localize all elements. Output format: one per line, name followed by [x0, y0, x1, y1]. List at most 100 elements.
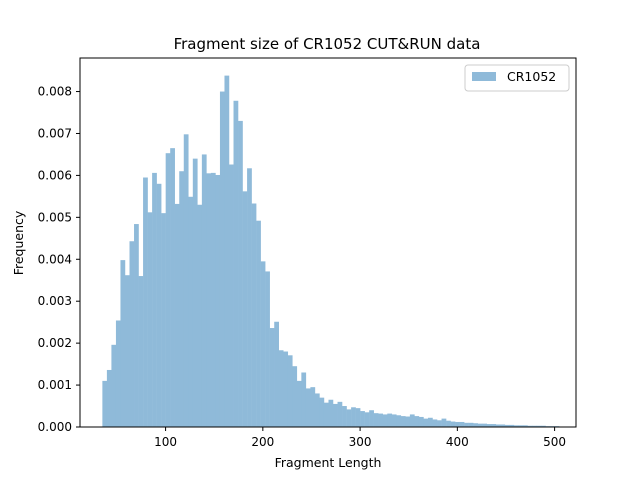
histogram-bar	[170, 148, 175, 427]
histogram-bar	[247, 168, 252, 427]
histogram-bar	[238, 120, 243, 428]
histogram-bar	[468, 422, 474, 427]
histogram-bar	[305, 388, 311, 427]
histogram-bar	[509, 424, 515, 427]
histogram-bar	[391, 414, 397, 427]
histogram-bar	[477, 423, 483, 427]
histogram-bar	[314, 393, 320, 427]
histogram-bar	[414, 416, 420, 427]
histogram-bar	[156, 183, 162, 427]
histogram-bar	[192, 158, 198, 427]
plot-area-frame	[79, 57, 577, 428]
histogram-bar	[183, 134, 189, 427]
histogram-bar	[432, 419, 438, 427]
histogram-bar	[504, 424, 510, 427]
histogram-bar	[323, 402, 329, 427]
histogram-bar	[446, 420, 451, 427]
histogram-bar	[409, 414, 415, 427]
legend: CR1052	[464, 64, 570, 92]
histogram-bar	[382, 414, 388, 427]
x-axis-ticks: 100 200 300 400 500	[154, 427, 566, 449]
y-tick-label: 0.003	[38, 294, 72, 308]
histogram-bar	[274, 321, 279, 427]
histogram-bar	[518, 425, 524, 427]
histogram-bar	[333, 403, 338, 427]
histogram-bar	[441, 418, 447, 427]
histogram-bar	[437, 420, 442, 427]
y-tick-label: 0.005	[38, 210, 72, 224]
x-tick-label: 500	[543, 435, 566, 449]
histogram-bar	[360, 411, 365, 427]
histogram-bar	[124, 275, 130, 427]
histogram-bar	[527, 425, 533, 427]
y-tick-label: 0.004	[38, 252, 72, 266]
histogram-bar	[206, 173, 212, 427]
legend-swatch-cr1052	[472, 72, 496, 81]
histogram-bar	[179, 171, 185, 427]
histogram-bar	[387, 413, 393, 427]
histogram-bar	[464, 422, 469, 427]
histogram-bar	[228, 164, 234, 427]
histogram-bar	[287, 355, 293, 427]
histogram-bar	[301, 372, 307, 427]
x-tick-label: 100	[154, 435, 177, 449]
legend-box	[464, 64, 570, 92]
histogram-bar	[296, 380, 302, 428]
histogram-bar	[495, 424, 501, 427]
histogram-bar	[337, 401, 343, 427]
histogram-bar	[188, 196, 194, 427]
histogram-bar	[111, 344, 117, 427]
histogram-bar	[459, 421, 465, 427]
histogram-bar	[224, 75, 230, 428]
histogram-bar	[536, 425, 542, 427]
histogram-bar	[486, 424, 492, 427]
histogram-bar	[342, 406, 347, 427]
histogram-bars	[102, 75, 560, 428]
histogram-bar	[513, 425, 519, 427]
x-tick-label: 400	[446, 435, 469, 449]
histogram-bar	[405, 416, 411, 427]
histogram-bar	[351, 407, 356, 427]
histogram-bar	[482, 423, 488, 427]
histogram-bar	[138, 276, 144, 427]
histogram-bar	[522, 425, 528, 427]
histogram-bar	[174, 203, 180, 427]
histogram-bar	[500, 424, 506, 427]
x-tick-label: 300	[349, 435, 372, 449]
y-tick-label: 0.001	[38, 378, 72, 392]
y-tick-label: 0.000	[38, 420, 72, 434]
histogram-bar	[292, 366, 298, 427]
histogram-bar	[242, 191, 248, 427]
x-axis-label: Fragment Length	[275, 455, 382, 470]
histogram-bar	[396, 415, 402, 427]
histogram-bar	[147, 212, 153, 427]
histogram-bar	[129, 241, 135, 427]
histogram-bar	[210, 172, 216, 427]
histogram-bar	[455, 421, 460, 427]
histogram-bar	[115, 320, 121, 427]
chart-title: Fragment size of CR1052 CUT&RUN data	[174, 35, 481, 53]
histogram-bar	[541, 425, 546, 427]
histogram-bar	[256, 220, 261, 427]
histogram-bar	[319, 397, 325, 427]
histogram-bar	[260, 261, 266, 427]
histogram-bar	[106, 369, 112, 427]
y-axis-ticks: 0.000 0.001 0.002 0.003 0.004 0.005 0.006 0.007…	[38, 85, 80, 434]
histogram-bar	[197, 204, 203, 427]
histogram-bar	[450, 421, 456, 427]
histogram-bar	[378, 413, 383, 427]
histogram-bar	[161, 213, 166, 427]
histogram-bar	[219, 91, 225, 428]
histogram-bar	[310, 387, 316, 427]
histogram-bar	[400, 416, 406, 427]
histogram-bar	[251, 203, 257, 427]
histogram-bar	[165, 153, 171, 427]
histogram-bar	[233, 100, 239, 428]
y-tick-label: 0.006	[38, 168, 72, 182]
histogram-bar	[473, 423, 478, 427]
y-tick-label: 0.002	[38, 336, 72, 350]
histogram-bar	[278, 350, 284, 427]
histogram-bar	[355, 408, 361, 427]
histogram-bar	[283, 351, 289, 427]
histogram-bar	[134, 224, 139, 427]
